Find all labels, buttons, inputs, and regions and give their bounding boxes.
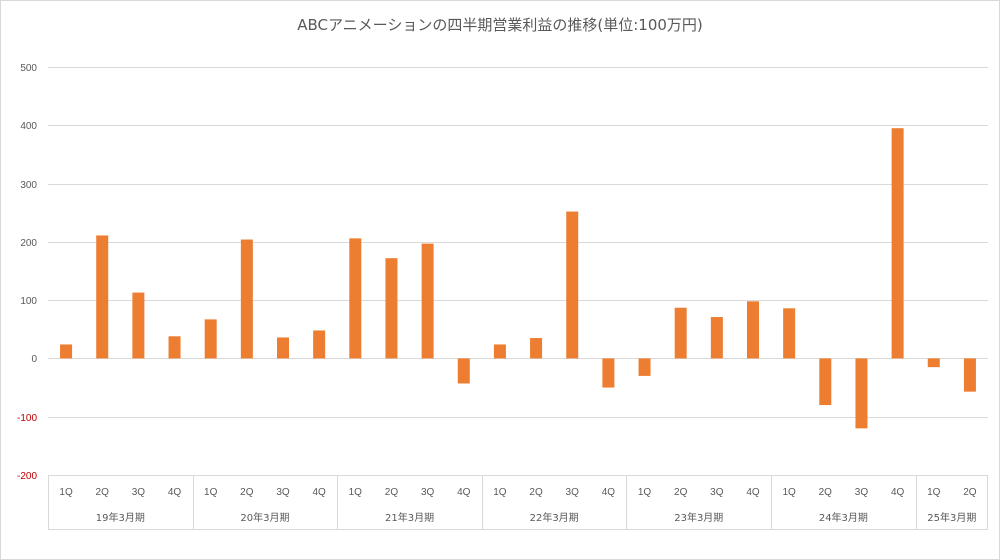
x-category-label: 3Q <box>132 487 146 498</box>
bar <box>168 336 181 359</box>
bar <box>385 258 398 359</box>
bar <box>747 301 759 359</box>
bar <box>783 308 796 359</box>
y-axis-ticks: 500 400 300 200 100 0 -100 -200 <box>17 63 37 482</box>
y-tick-label: 300 <box>20 180 37 191</box>
x-group-label: 25年3月期 <box>927 511 976 524</box>
bar <box>204 319 217 359</box>
bar <box>132 292 145 359</box>
bar <box>819 358 832 406</box>
x-group-label: 21年3月期 <box>385 511 434 524</box>
x-group-label: 20年3月期 <box>240 511 289 524</box>
x-category-label: 2Q <box>96 487 110 498</box>
bar <box>457 358 470 384</box>
bar <box>60 344 73 359</box>
x-category-label: 3Q <box>276 487 290 498</box>
bar <box>674 307 687 359</box>
y-tick-label: 0 <box>31 354 37 365</box>
bar <box>530 338 543 359</box>
bar <box>891 128 904 359</box>
x-category-label: 1Q <box>349 487 363 498</box>
y-tick-label: -200 <box>17 471 37 482</box>
x-group-label: 22年3月期 <box>530 511 579 524</box>
x-category-label: 1Q <box>638 487 652 498</box>
x-axis: 1Q 2Q 3Q 4Q 19年3月期 1Q 2Q 3Q 4Q 20年3月期 1Q 2Q 3Q 4Q 21年3… <box>48 475 988 530</box>
x-category-label: 1Q <box>493 487 507 498</box>
y-tick-label: -100 <box>17 413 37 424</box>
x-category-label: 3Q <box>421 487 435 498</box>
x-category-label: 3Q <box>855 487 869 498</box>
bar <box>710 317 723 359</box>
x-category-label: 2Q <box>819 487 833 498</box>
x-category-label: 2Q <box>385 487 399 498</box>
bar <box>493 344 506 359</box>
x-category-label: 2Q <box>529 487 543 498</box>
x-category-label: 1Q <box>782 487 796 498</box>
x-category-label: 4Q <box>457 487 471 498</box>
x-category-label: 2Q <box>963 487 977 498</box>
bar <box>240 239 253 359</box>
x-group-label: 19年3月期 <box>96 511 145 524</box>
chart-title: ABCアニメーションの四半期営業利益の推移(単位:100万円) <box>297 16 703 34</box>
x-group-label: 24年3月期 <box>819 511 868 524</box>
y-tick-label: 400 <box>20 121 37 132</box>
x-category-label: 4Q <box>312 487 326 498</box>
x-category-label: 1Q <box>927 487 941 498</box>
x-category-label: 1Q <box>204 487 218 498</box>
y-tick-label: 100 <box>20 296 37 307</box>
bar <box>349 238 362 359</box>
bar <box>855 358 868 429</box>
bar <box>566 211 579 359</box>
x-category-label: 2Q <box>240 487 254 498</box>
x-category-label: 1Q <box>59 487 73 498</box>
bar <box>638 358 651 376</box>
bar <box>313 330 326 359</box>
y-tick-label: 200 <box>20 238 37 249</box>
bar <box>277 337 289 359</box>
bar <box>963 358 976 392</box>
bar <box>602 358 615 388</box>
x-category-label: 4Q <box>168 487 182 498</box>
x-category-label: 4Q <box>891 487 905 498</box>
x-category-label: 3Q <box>710 487 724 498</box>
x-category-label: 4Q <box>602 487 616 498</box>
bars <box>60 128 976 429</box>
bar <box>96 235 109 359</box>
x-category-label: 2Q <box>674 487 688 498</box>
x-group-label: 23年3月期 <box>674 511 723 524</box>
gridlines <box>48 67 988 476</box>
x-category-label: 4Q <box>746 487 760 498</box>
y-tick-label: 500 <box>20 63 37 74</box>
x-category-label: 3Q <box>566 487 580 498</box>
bar <box>927 358 940 368</box>
bar <box>421 243 434 359</box>
